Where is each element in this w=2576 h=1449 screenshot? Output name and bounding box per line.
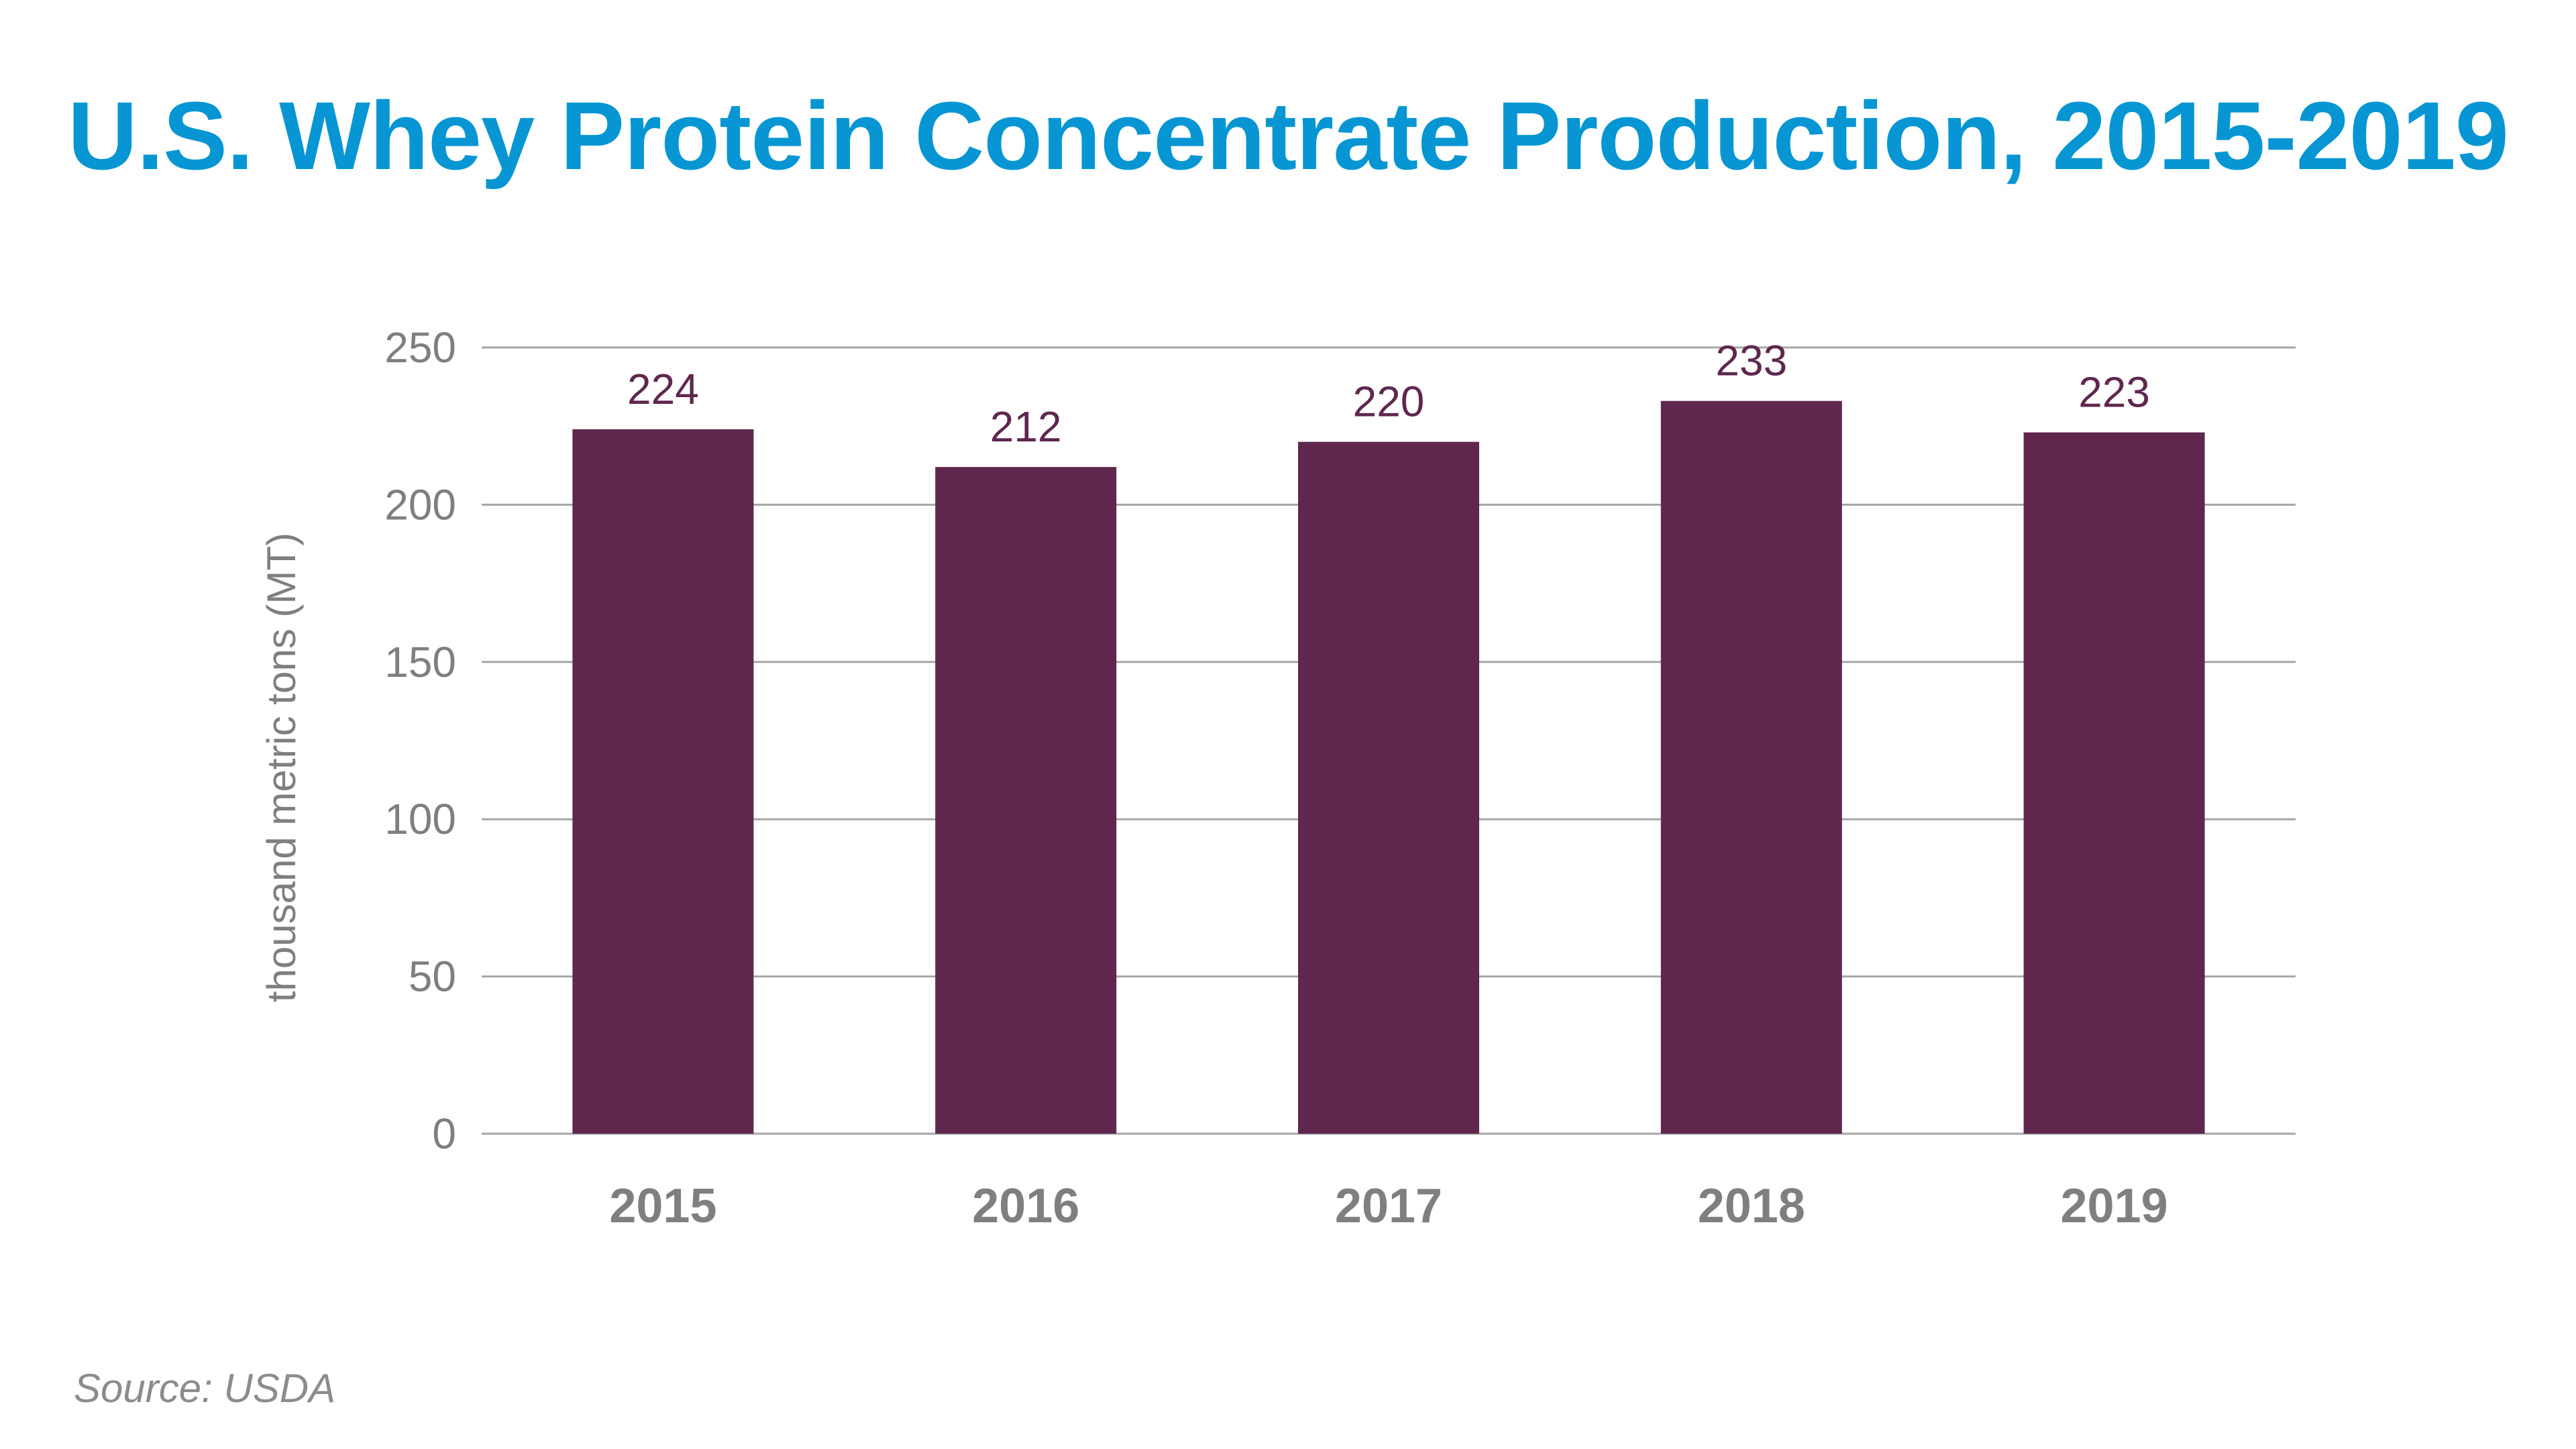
x-axis-ticks: 2015 2016 2017 2018 2019 xyxy=(609,1179,2167,1233)
data-label-2017: 220 xyxy=(1353,378,1425,426)
data-label-2018: 233 xyxy=(1715,337,1787,385)
source-note: Source: USDA xyxy=(74,1366,336,1411)
x-tick-label-2015: 2015 xyxy=(609,1179,716,1233)
x-tick-label-2019: 2019 xyxy=(2061,1179,2168,1233)
y-tick-label: 150 xyxy=(384,638,456,686)
bar-2018 xyxy=(1660,400,1842,1134)
data-label-2016: 212 xyxy=(990,402,1062,451)
data-labels: 224 212 220 233 223 xyxy=(627,337,2150,451)
chart-title: U.S. Whey Protein Concentrate Production… xyxy=(68,82,2509,190)
y-tick-label: 250 xyxy=(384,323,456,372)
y-tick-label: 200 xyxy=(384,480,456,529)
y-axis-label: thousand metric tons (MT) xyxy=(259,533,304,1002)
x-tick-label-2016: 2016 xyxy=(972,1179,1079,1233)
bar-2017 xyxy=(1298,441,1479,1134)
bar-2016 xyxy=(935,467,1117,1134)
y-tick-label: 0 xyxy=(432,1110,456,1158)
bar-2015 xyxy=(572,429,754,1134)
data-label-2019: 223 xyxy=(2078,368,2150,417)
data-label-2015: 224 xyxy=(627,365,699,413)
x-tick-label-2018: 2018 xyxy=(1698,1179,1805,1233)
y-tick-label: 100 xyxy=(384,795,456,843)
bar-2019 xyxy=(2023,432,2205,1134)
x-tick-label-2017: 2017 xyxy=(1335,1179,1442,1233)
bars xyxy=(572,400,2205,1134)
y-axis-ticks: 0 50 100 150 200 250 xyxy=(384,323,456,1158)
y-tick-label: 50 xyxy=(409,953,456,1001)
